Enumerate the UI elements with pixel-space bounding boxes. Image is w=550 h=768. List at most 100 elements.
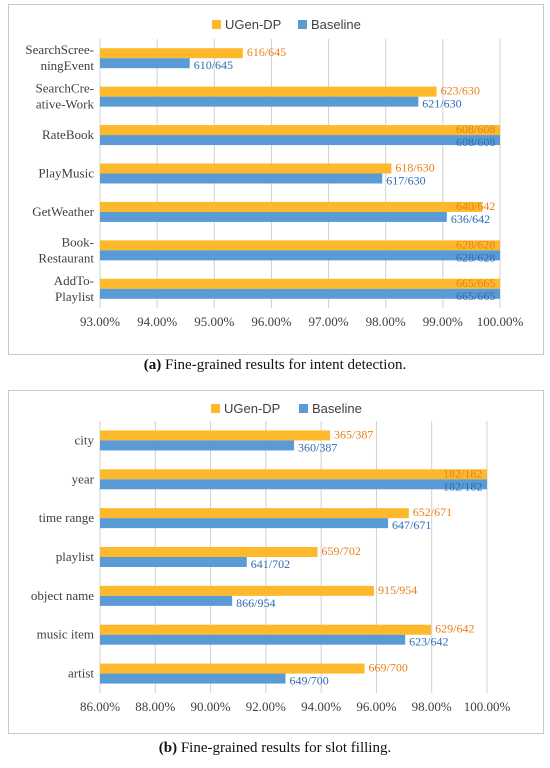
category-label: music item	[37, 627, 94, 642]
caption-a: (a) Fine-grained results for intent dete…	[0, 357, 550, 374]
legend-swatch-baseline	[298, 20, 307, 29]
legend-swatch-ugen-dp	[212, 20, 221, 29]
category-label: Restaurant	[38, 250, 94, 265]
bar-ugen-dp	[100, 430, 330, 441]
legend-label-ugen-dp: UGen-DP	[224, 401, 280, 416]
bar-ugen-dp	[100, 48, 243, 59]
bar-baseline	[100, 288, 500, 299]
chart-a-frame: 93.00% 94.00% 95.00% 96.00% 97.00% 98.00% 99.0…	[8, 4, 544, 355]
bar-baseline	[100, 58, 190, 69]
category-label: Playlist	[55, 289, 94, 304]
x-tick-label: 96.00%	[251, 314, 291, 329]
data-label-baseline: 649/700	[289, 674, 328, 688]
data-label-ugen-dp: 629/642	[435, 622, 474, 636]
category-label: PlayMusic	[38, 166, 94, 181]
data-label-baseline: 608/608	[456, 135, 495, 149]
data-label-baseline: 636/642	[451, 212, 490, 226]
bar-ugen-dp	[100, 585, 374, 596]
bar-baseline	[100, 634, 406, 645]
bar-ugen-dp	[100, 201, 483, 212]
bar-baseline	[100, 250, 500, 261]
bar-baseline	[100, 173, 383, 184]
chart-b: 86.00% 88.00% 90.00% 92.00% 94.00% 96.00% 98.0…	[31, 401, 511, 714]
bar-ugen-dp	[100, 547, 318, 557]
category-label: artist	[68, 666, 94, 681]
legend-label-baseline: Baseline	[312, 401, 362, 416]
bar-ugen-dp	[100, 508, 409, 519]
data-label-ugen-dp: 915/954	[378, 583, 417, 597]
legend-swatch-baseline	[299, 404, 308, 413]
bar-baseline	[100, 211, 447, 222]
category-label: ative-Work	[36, 97, 95, 112]
bar-baseline	[100, 479, 487, 490]
data-label-baseline: 360/387	[298, 440, 337, 454]
data-label-ugen-dp: 659/702	[322, 544, 361, 558]
data-label-ugen-dp: 628/628	[456, 237, 495, 251]
category-label: ningEvent	[41, 58, 95, 73]
category-label: city	[75, 432, 95, 447]
caption-a-tag: (a)	[143, 357, 162, 373]
data-label-ugen-dp: 365/387	[334, 427, 373, 441]
data-label-ugen-dp: 618/630	[395, 161, 434, 175]
legend-label-baseline: Baseline	[311, 17, 361, 32]
x-tick-label: 100.00%	[464, 699, 511, 714]
data-label-ugen-dp: 665/665	[456, 276, 495, 290]
x-tick-label: 86.00%	[80, 699, 120, 714]
data-label-baseline: 610/645	[194, 58, 233, 72]
bar-ugen-dp	[100, 663, 365, 674]
bar-ugen-dp	[100, 278, 500, 289]
data-label-baseline: 628/628	[456, 250, 495, 264]
x-tick-label: 92.00%	[246, 699, 286, 714]
data-label-ugen-dp: 640/642	[456, 199, 495, 213]
bar-ugen-dp	[100, 469, 487, 480]
x-tick-label: 94.00%	[301, 699, 341, 714]
data-label-ugen-dp: 616/645	[247, 45, 286, 59]
bar-ugen-dp	[100, 624, 432, 635]
data-label-baseline: 623/642	[409, 635, 448, 649]
x-tick-label: 99.00%	[423, 314, 463, 329]
category-label: GetWeather	[32, 204, 94, 219]
category-label: AddTo-	[54, 273, 94, 288]
category-label: playlist	[56, 549, 95, 564]
category-label: time range	[39, 510, 94, 525]
bar-baseline	[100, 557, 247, 567]
x-tick-label: 100.00%	[477, 314, 524, 329]
category-label: SearchCre-	[36, 81, 94, 96]
x-tick-label: 90.00%	[191, 699, 231, 714]
x-tick-label: 96.00%	[356, 699, 396, 714]
x-tick-label: 95.00%	[194, 314, 234, 329]
caption-b: (b) Fine-grained results for slot fillin…	[0, 740, 550, 757]
bar-baseline	[100, 135, 500, 146]
data-label-ugen-dp: 608/608	[456, 122, 495, 136]
data-label-baseline: 647/671	[392, 518, 431, 532]
chart-a: 93.00% 94.00% 95.00% 96.00% 97.00% 98.00% 99.0…	[25, 17, 524, 329]
legend-swatch-ugen-dp	[211, 404, 220, 413]
chart-b-frame: 86.00% 88.00% 90.00% 92.00% 94.00% 96.00% 98.0…	[8, 390, 544, 734]
category-label: object name	[31, 588, 94, 603]
category-label: Book-	[62, 234, 95, 249]
category-label: year	[72, 471, 95, 486]
data-label-baseline: 617/630	[386, 174, 425, 188]
category-label: RateBook	[42, 127, 94, 142]
bar-baseline	[100, 595, 233, 606]
data-label-ugen-dp: 182/182	[443, 466, 482, 480]
bar-baseline	[100, 440, 295, 451]
x-tick-label: 94.00%	[137, 314, 177, 329]
x-tick-label: 88.00%	[135, 699, 175, 714]
caption-b-text: Fine-grained results for slot filling.	[180, 740, 392, 756]
x-tick-label: 98.00%	[366, 314, 406, 329]
bar-baseline	[100, 673, 286, 684]
bar-ugen-dp	[100, 125, 500, 136]
data-label-baseline: 866/954	[236, 596, 275, 610]
data-label-ugen-dp: 652/671	[413, 505, 452, 519]
bar-ugen-dp	[100, 163, 392, 174]
x-tick-label: 93.00%	[80, 314, 120, 329]
x-tick-label: 98.00%	[412, 699, 452, 714]
data-label-baseline: 621/630	[422, 97, 461, 111]
data-label-baseline: 641/702	[251, 557, 290, 571]
caption-a-text: Fine-grained results for intent detectio…	[165, 357, 407, 373]
bar-baseline	[100, 96, 419, 107]
legend-label-ugen-dp: UGen-DP	[225, 17, 281, 32]
x-tick-label: 97.00%	[309, 314, 349, 329]
data-label-baseline: 182/182	[443, 479, 482, 493]
